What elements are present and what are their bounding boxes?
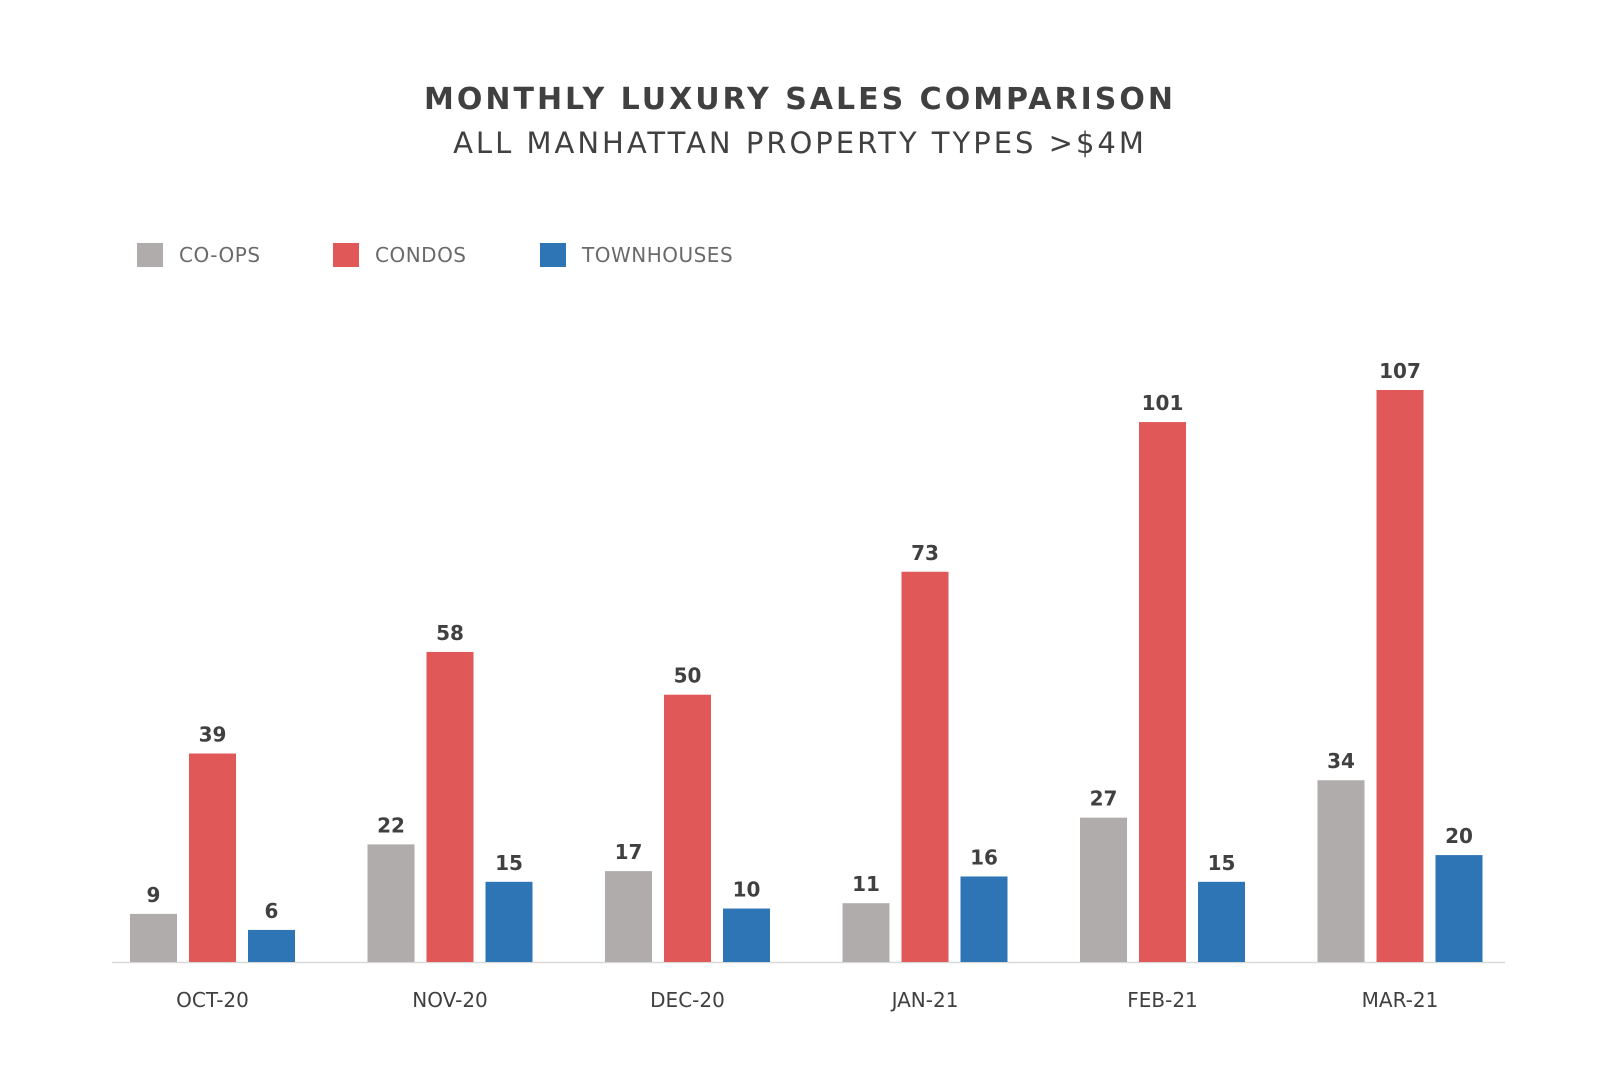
legend-swatch-townhouses — [540, 243, 566, 267]
data-label-townhouses-oct-20: 6 — [265, 899, 279, 923]
bar-co-ops-oct-20 — [130, 913, 177, 962]
data-label-townhouses-nov-20: 15 — [495, 851, 523, 875]
bar-condos-nov-20 — [426, 651, 474, 962]
data-label-condos-mar-21: 107 — [1379, 359, 1421, 383]
bar-co-ops-dec-20 — [605, 871, 652, 962]
bar-townhouses-feb-21 — [1198, 881, 1245, 962]
data-label-co-ops-feb-21: 27 — [1090, 787, 1118, 811]
data-label-townhouses-feb-21: 15 — [1208, 851, 1236, 875]
chart-subtitle: ALL MANHATTAN PROPERTY TYPES >$4M — [453, 126, 1147, 160]
data-label-townhouses-mar-21: 20 — [1445, 824, 1473, 848]
bar-townhouses-dec-20 — [723, 908, 770, 962]
x-tick-label-dec-20: DEC-20 — [650, 988, 725, 1012]
bar-co-ops-mar-21 — [1317, 780, 1365, 962]
bar-townhouses-mar-21 — [1435, 855, 1483, 962]
legend-swatch-condos — [333, 243, 359, 267]
data-label-co-ops-dec-20: 17 — [615, 840, 643, 864]
bar-condos-mar-21 — [1376, 390, 1424, 962]
data-label-condos-dec-20: 50 — [674, 664, 702, 688]
data-label-condos-jan-21: 73 — [911, 541, 939, 565]
x-tick-label-oct-20: OCT-20 — [176, 988, 249, 1012]
bar-townhouses-nov-20 — [485, 881, 533, 962]
legend-label-co-ops: CO-OPS — [179, 243, 261, 267]
x-tick-label-jan-21: JAN-21 — [890, 988, 959, 1012]
legend-label-townhouses: TOWNHOUSES — [582, 243, 734, 267]
data-label-condos-feb-21: 101 — [1142, 391, 1184, 415]
legend-item-townhouses: TOWNHOUSES — [540, 240, 733, 270]
bar-townhouses-oct-20 — [248, 929, 295, 962]
data-label-condos-nov-20: 58 — [436, 621, 464, 645]
bar-condos-dec-20 — [664, 694, 711, 962]
chart-title: MONTHLY LUXURY SALES COMPARISON — [424, 82, 1176, 117]
bar-co-ops-jan-21 — [842, 903, 890, 962]
data-label-condos-oct-20: 39 — [199, 723, 227, 747]
legend-item-condos: CONDOS — [333, 240, 467, 270]
data-label-co-ops-oct-20: 9 — [147, 883, 161, 907]
x-tick-label-feb-21: FEB-21 — [1127, 988, 1198, 1012]
data-label-co-ops-nov-20: 22 — [377, 813, 405, 837]
bar-condos-feb-21 — [1139, 422, 1186, 962]
data-label-townhouses-jan-21: 16 — [970, 845, 998, 869]
x-tick-label-nov-20: NOV-20 — [412, 988, 488, 1012]
legend-swatch-co-ops — [137, 243, 163, 267]
data-label-co-ops-mar-21: 34 — [1327, 749, 1355, 773]
legend-item-co-ops: CO-OPS — [137, 240, 261, 270]
bar-condos-jan-21 — [901, 571, 949, 962]
data-label-co-ops-jan-21: 11 — [852, 872, 880, 896]
legend-label-condos: CONDOS — [375, 243, 467, 267]
bar-townhouses-jan-21 — [960, 876, 1008, 962]
bar-condos-oct-20 — [189, 753, 236, 962]
bar-co-ops-feb-21 — [1080, 817, 1127, 962]
x-tick-label-mar-21: MAR-21 — [1362, 988, 1439, 1012]
bar-co-ops-nov-20 — [367, 844, 415, 962]
data-label-townhouses-dec-20: 10 — [733, 878, 761, 902]
